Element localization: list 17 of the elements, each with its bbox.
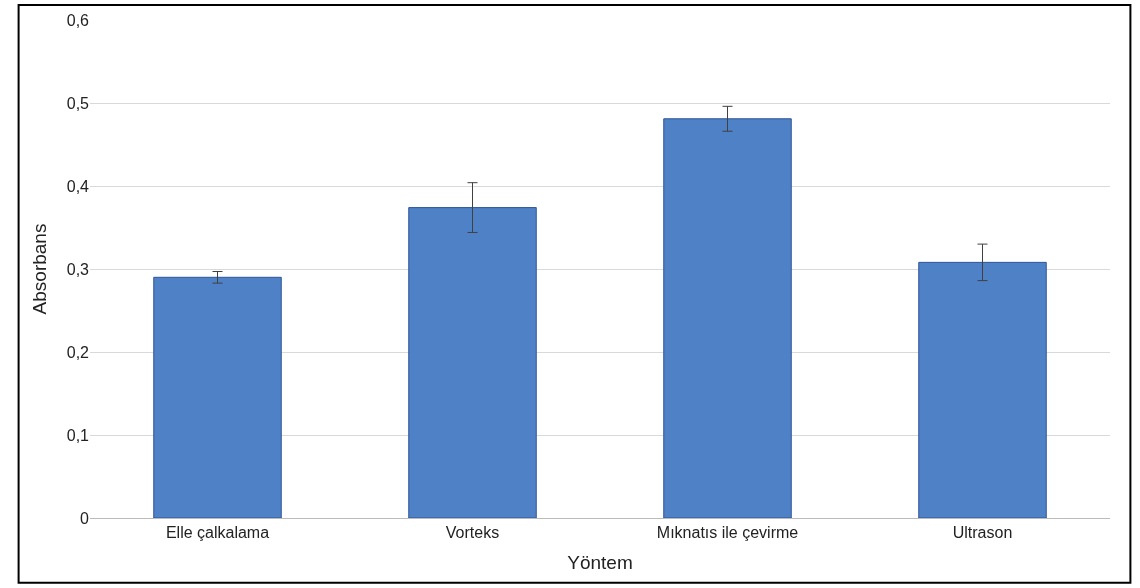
y-tick-label: 0,6 xyxy=(66,11,90,29)
bar xyxy=(408,207,537,518)
y-axis-title: Absorbans xyxy=(28,223,50,315)
bar xyxy=(153,276,282,518)
y-tick-label: 0,4 xyxy=(66,177,90,195)
x-tick-label: Elle çalkalama xyxy=(165,524,270,542)
x-tick-label: Vorteks xyxy=(445,524,500,542)
y-tick-label: 0 xyxy=(80,509,90,527)
y-tick-label: 0,5 xyxy=(66,94,90,112)
bar xyxy=(663,118,792,518)
y-tick-label: 0,2 xyxy=(66,343,90,361)
x-axis-title: Yöntem xyxy=(567,552,633,573)
x-tick-label: Ultrason xyxy=(952,524,1013,542)
x-tick-label: Mıknatıs ile çevirme xyxy=(656,524,799,542)
bar xyxy=(918,261,1047,518)
y-tick-label: 0,1 xyxy=(66,426,90,444)
y-tick-label: 0,3 xyxy=(66,260,90,278)
